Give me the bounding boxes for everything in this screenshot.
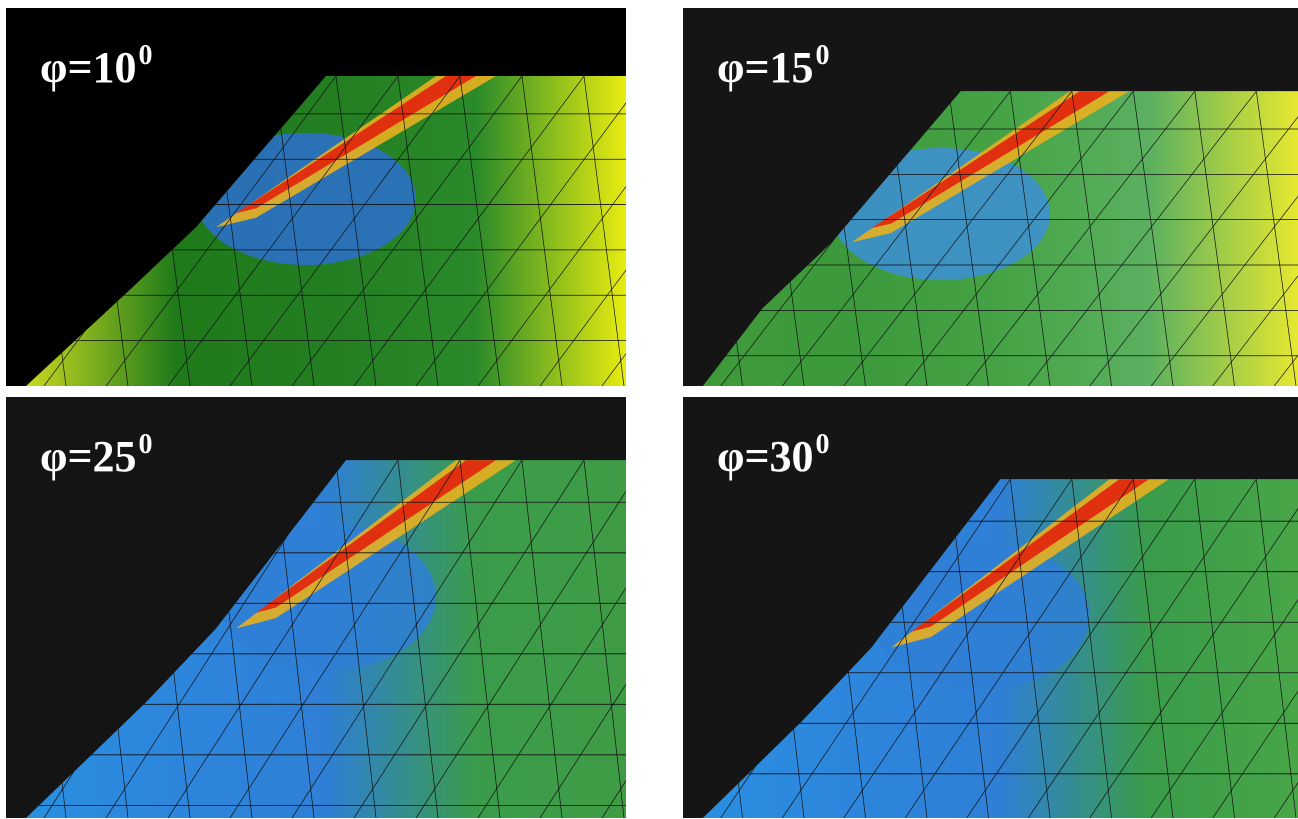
degree-superscript: 0 <box>139 429 153 460</box>
panel-label: φ=250 <box>40 431 153 479</box>
angle-label: φ=15 <box>717 43 814 92</box>
page: {"panels": [ {"label": "φ=10", "superscr… <box>0 0 1298 819</box>
panel: φ=100 <box>6 8 626 386</box>
angle-label: φ=25 <box>40 432 137 481</box>
panel-label: φ=300 <box>717 431 830 479</box>
angle-label: φ=10 <box>40 43 137 92</box>
low-region <box>871 542 1089 689</box>
mesh-line <box>703 479 743 818</box>
mesh-line <box>6 76 88 386</box>
mesh-line <box>26 460 66 818</box>
degree-superscript: 0 <box>816 40 830 71</box>
mesh-line <box>6 460 26 818</box>
panel: φ=300 <box>683 397 1298 818</box>
mesh-line <box>6 460 88 818</box>
low-region <box>216 523 436 670</box>
mesh-line <box>683 479 703 818</box>
mesh-line <box>6 76 26 386</box>
mesh-line <box>26 76 66 386</box>
mesh-line <box>703 91 743 386</box>
panel-label: φ=100 <box>40 42 153 90</box>
panel: φ=250 <box>6 397 626 818</box>
mesh-line <box>683 479 764 818</box>
panel-label: φ=150 <box>717 42 830 90</box>
mesh-line <box>683 91 703 386</box>
degree-superscript: 0 <box>816 429 830 460</box>
panel: φ=150 <box>683 8 1298 386</box>
degree-superscript: 0 <box>139 40 153 71</box>
angle-label: φ=30 <box>717 432 814 481</box>
low-region <box>196 133 416 265</box>
